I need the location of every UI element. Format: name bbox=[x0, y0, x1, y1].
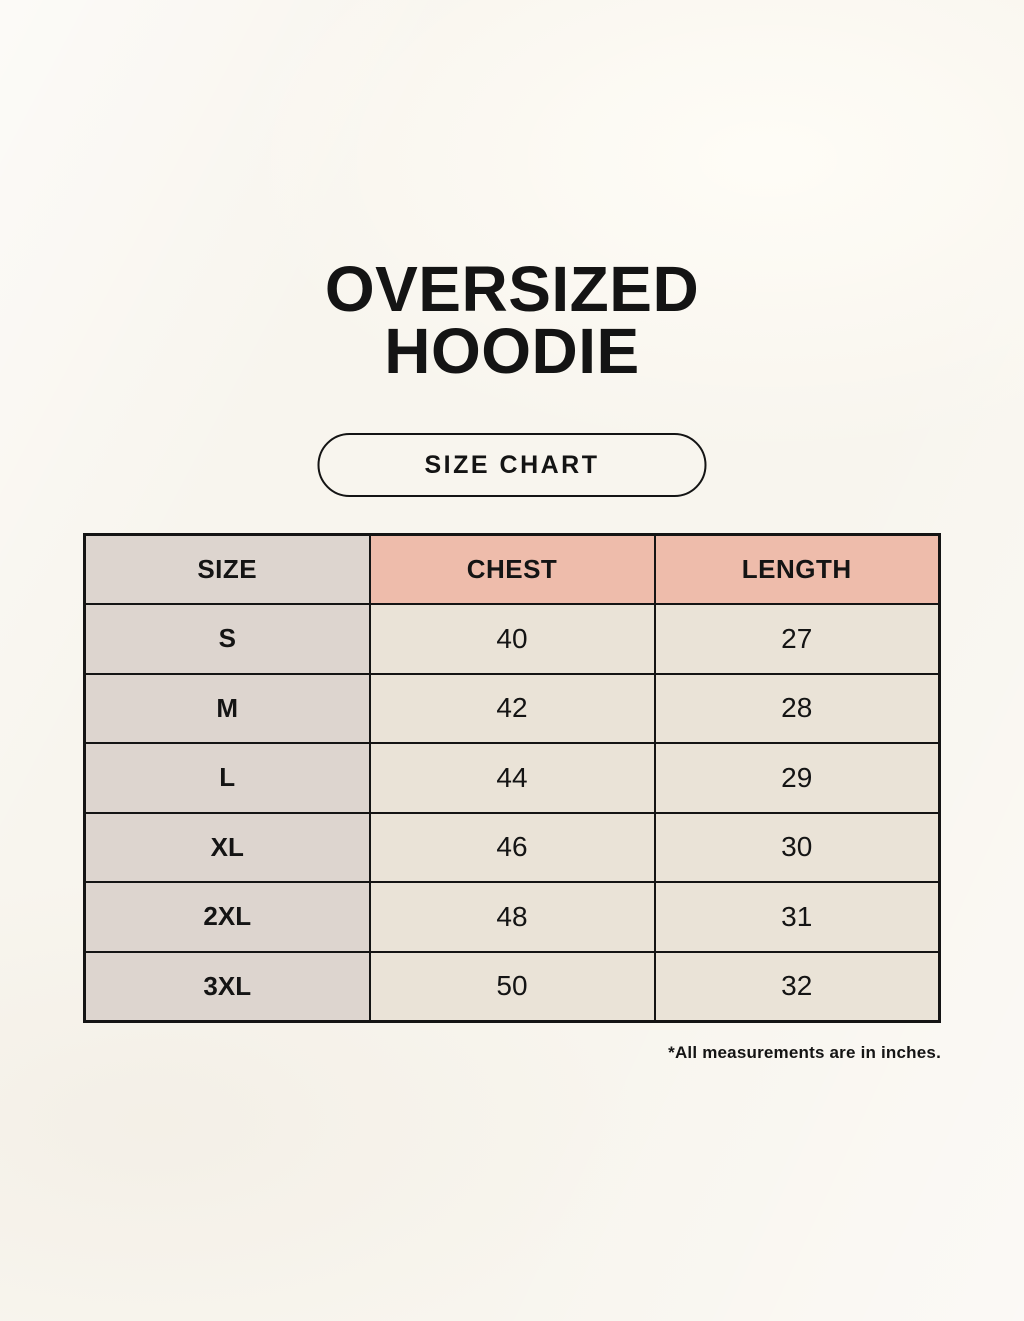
size-cell: S bbox=[83, 603, 371, 675]
size-cell: XL bbox=[83, 811, 371, 883]
table-header-length: LENGTH bbox=[653, 533, 941, 605]
chest-cell: 50 bbox=[368, 950, 656, 1022]
table-row: 2XL 48 31 bbox=[83, 881, 941, 953]
length-cell: 31 bbox=[653, 881, 941, 953]
chest-cell: 44 bbox=[368, 742, 656, 814]
chest-cell: 48 bbox=[368, 881, 656, 953]
size-table-body: S 40 27 M 42 28 L 44 29 XL 46 30 bbox=[83, 603, 941, 1022]
table-header-chest: CHEST bbox=[368, 533, 656, 605]
size-cell: 2XL bbox=[83, 881, 371, 953]
table-row: 3XL 50 32 bbox=[83, 950, 941, 1022]
table-row: L 44 29 bbox=[83, 742, 941, 814]
measurements-footnote: *All measurements are in inches. bbox=[668, 1043, 941, 1062]
page-title: OVERSIZED HOODIE bbox=[324, 253, 700, 388]
length-cell: 29 bbox=[653, 742, 941, 814]
size-cell: M bbox=[83, 672, 371, 744]
table-row: XL 46 30 bbox=[83, 811, 941, 883]
chest-cell: 40 bbox=[368, 603, 656, 675]
length-cell: 32 bbox=[653, 950, 941, 1022]
size-table: SIZE CHEST LENGTH S 40 27 M 42 28 L 44 2… bbox=[83, 533, 941, 1023]
chest-cell: 42 bbox=[368, 672, 656, 744]
header-row: SIZE CHEST LENGTH bbox=[83, 533, 941, 605]
length-cell: 30 bbox=[653, 811, 941, 883]
size-cell: L bbox=[83, 742, 371, 814]
table-row: S 40 27 bbox=[83, 603, 941, 675]
table-header-size: SIZE bbox=[83, 533, 371, 605]
table-row: M 42 28 bbox=[83, 672, 941, 744]
chest-cell: 46 bbox=[368, 811, 656, 883]
size-chart-badge[interactable]: SIZE CHART bbox=[317, 433, 707, 497]
size-table-header: SIZE CHEST LENGTH bbox=[83, 533, 941, 605]
size-chart-badge-label: SIZE CHART bbox=[424, 450, 600, 479]
length-cell: 28 bbox=[653, 672, 941, 744]
length-cell: 27 bbox=[653, 603, 941, 675]
size-cell: 3XL bbox=[83, 950, 371, 1022]
